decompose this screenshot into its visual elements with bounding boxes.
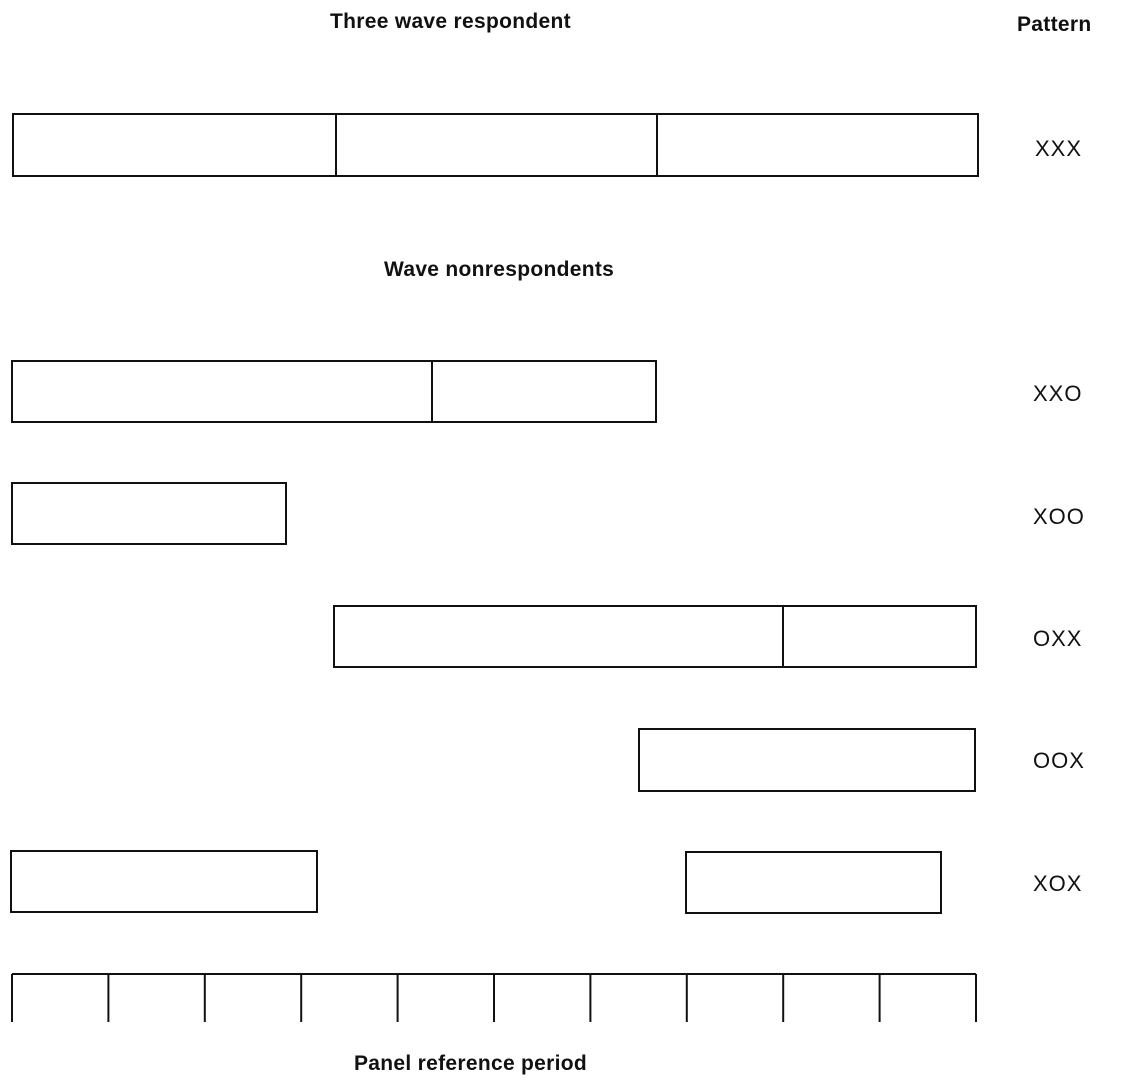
- pattern-label-xxx: XXX: [1035, 136, 1083, 161]
- pattern-label-xox: XOX: [1033, 871, 1083, 896]
- response-bar: [11, 482, 287, 545]
- pattern-label-oox: OOX: [1033, 748, 1085, 773]
- panel-reference-period-heading: Panel reference period: [354, 1052, 588, 1075]
- wave-nonrespondents-heading: Wave nonrespondents: [384, 258, 615, 281]
- three-wave-respondent-heading: Three wave respondent: [330, 10, 571, 33]
- bar-row-oox: [638, 728, 976, 792]
- bar-row-xxo: [11, 360, 657, 423]
- bar-row-xoo: [11, 482, 287, 545]
- response-bar: [333, 605, 977, 668]
- reference-period-timeline: [11, 973, 977, 1022]
- response-bar: [10, 850, 318, 913]
- response-bar: [638, 728, 976, 792]
- response-bar: [685, 851, 942, 914]
- bar-row-xox: [10, 850, 942, 914]
- response-bar: [11, 360, 657, 423]
- bar-row-xxx: [12, 113, 979, 177]
- bar-row-oxx: [333, 605, 977, 668]
- pattern-label-oxx: OXX: [1033, 626, 1083, 651]
- pattern-label-xoo: XOO: [1033, 504, 1085, 529]
- pattern-label-xxo: XXO: [1033, 381, 1083, 406]
- response-bar: [12, 113, 979, 177]
- pattern-column-heading: Pattern: [1017, 13, 1092, 36]
